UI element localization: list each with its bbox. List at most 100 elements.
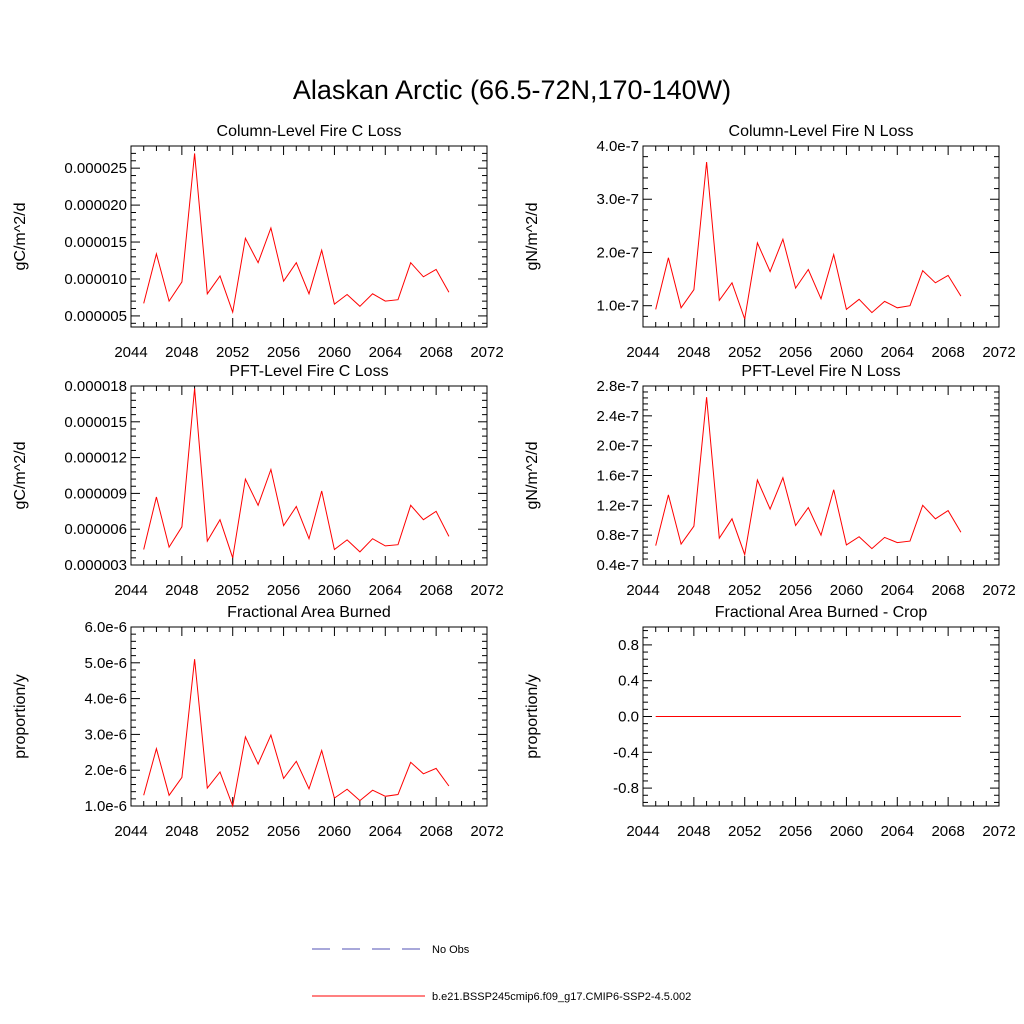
x-tick-label: 2048 xyxy=(677,823,710,840)
y-tick-label: 5.0e-6 xyxy=(84,655,127,672)
plot-frame xyxy=(130,626,488,807)
x-tick-label: 2044 xyxy=(626,344,659,361)
x-tick-label: 2072 xyxy=(982,344,1015,361)
panel-title: PFT-Level Fire N Loss xyxy=(741,363,900,380)
y-tick-label: 2.0e-7 xyxy=(596,244,639,261)
y-tick-label: 1.2e-7 xyxy=(596,497,639,514)
x-tick-label: 2052 xyxy=(728,344,761,361)
x-tick-label: 2056 xyxy=(267,344,300,361)
x-tick-label: 2044 xyxy=(626,582,659,599)
panel-2: Column-Level Fire N Loss gN/m^2/d 2044 2048… xyxy=(524,123,1016,361)
x-tick-label: 2056 xyxy=(779,582,812,599)
plot-frame xyxy=(130,145,488,328)
y-axis-label: gN/m^2/d xyxy=(524,203,541,271)
y-tick-label: 3.0e-6 xyxy=(84,726,127,743)
x-tick-label: 2044 xyxy=(626,823,659,840)
x-tick-label: 2044 xyxy=(114,582,147,599)
y-tick-label: 0.000006 xyxy=(64,521,127,538)
panel-title: PFT-Level Fire C Loss xyxy=(229,363,388,380)
y-tick-label: 1.6e-7 xyxy=(596,468,639,485)
x-tick-label: 2064 xyxy=(369,582,402,599)
y-tick-label: 1.0e-6 xyxy=(84,798,127,815)
x-tick-label: 2072 xyxy=(982,823,1015,840)
y-tick-label: 0.000012 xyxy=(64,450,127,467)
x-tick-label: 2048 xyxy=(165,344,198,361)
y-tick-label: 0.000009 xyxy=(64,485,127,502)
x-tick-label: 2044 xyxy=(114,344,147,361)
x-tick-label: 2048 xyxy=(165,582,198,599)
y-tick-label: 0.4 xyxy=(618,673,639,690)
x-tick-label: 2068 xyxy=(419,582,452,599)
x-tick-label: 2072 xyxy=(982,582,1015,599)
y-tick-label: 0.000018 xyxy=(64,378,127,395)
y-tick-label: 0.4e-7 xyxy=(596,557,639,574)
y-tick-label: 2.8e-7 xyxy=(596,378,639,395)
x-tick-label: 2056 xyxy=(779,823,812,840)
y-tick-label: -0.4 xyxy=(613,744,639,761)
x-tick-label: 2056 xyxy=(267,582,300,599)
y-tick-label: 0.8 xyxy=(618,637,639,654)
y-tick-label: 4.0e-7 xyxy=(596,138,639,155)
y-axis-label: gC/m^2/d xyxy=(12,442,29,510)
series-line xyxy=(143,153,450,315)
legend-label-no-obs: No Obs xyxy=(432,944,470,956)
panel-3: PFT-Level Fire C Loss gC/m^2/d 2044 2048 205… xyxy=(12,363,504,599)
panel-title: Fractional Area Burned - Crop xyxy=(715,604,928,621)
y-tick-label: 0.000015 xyxy=(64,414,127,431)
x-tick-label: 2072 xyxy=(470,823,503,840)
panel-title: Fractional Area Burned xyxy=(227,604,391,621)
y-tick-label: 0.000003 xyxy=(64,557,127,574)
legend-label-model: b.e21.BSSP245cmip6.f09_g17.CMIP6-SSP2-4.… xyxy=(432,991,691,1003)
x-tick-label: 2060 xyxy=(318,344,351,361)
x-tick-label: 2048 xyxy=(677,344,710,361)
series-line xyxy=(655,161,962,320)
y-tick-label: 0.8e-7 xyxy=(596,527,639,544)
y-tick-label: 0.000015 xyxy=(64,234,127,251)
panels: Column-Level Fire C Loss gC/m^2/d 2044 2048… xyxy=(12,123,1016,840)
y-tick-label: 0.000020 xyxy=(64,197,127,214)
plot-frame xyxy=(642,385,1000,566)
y-axis-label: proportion/y xyxy=(524,674,541,759)
x-tick-label: 2044 xyxy=(114,823,147,840)
x-tick-label: 2064 xyxy=(369,344,402,361)
y-tick-label: 0.0 xyxy=(618,709,639,726)
x-tick-label: 2068 xyxy=(931,344,964,361)
x-tick-label: 2060 xyxy=(830,823,863,840)
y-tick-label: 2.4e-7 xyxy=(596,408,639,425)
y-tick-label: 4.0e-6 xyxy=(84,691,127,708)
y-tick-label: -0.8 xyxy=(613,780,639,797)
panel-1: Column-Level Fire C Loss gC/m^2/d 2044 2048… xyxy=(12,123,504,361)
x-tick-label: 2048 xyxy=(677,582,710,599)
x-tick-label: 2052 xyxy=(216,823,249,840)
x-tick-label: 2052 xyxy=(216,344,249,361)
y-tick-label: 3.0e-7 xyxy=(596,191,639,208)
y-tick-label: 1.0e-7 xyxy=(596,298,639,315)
y-tick-label: 2.0e-7 xyxy=(596,438,639,455)
x-tick-label: 2060 xyxy=(318,582,351,599)
legend: No Obs b.e21.BSSP245cmip6.f09_g17.CMIP6-… xyxy=(312,944,691,1003)
x-tick-label: 2060 xyxy=(318,823,351,840)
panel-title: Column-Level Fire C Loss xyxy=(217,123,402,140)
x-tick-label: 2068 xyxy=(931,823,964,840)
x-tick-label: 2064 xyxy=(881,344,914,361)
panel-6: Fractional Area Burned - Crop proportion/… xyxy=(524,604,1016,840)
y-tick-label: 0.000025 xyxy=(64,160,127,177)
y-tick-label: 0.000005 xyxy=(64,308,127,325)
panel-4: PFT-Level Fire N Loss gN/m^2/d 2044 2048 205… xyxy=(524,363,1016,599)
x-tick-label: 2060 xyxy=(830,344,863,361)
x-tick-label: 2068 xyxy=(419,823,452,840)
x-tick-label: 2064 xyxy=(881,582,914,599)
panel-title: Column-Level Fire N Loss xyxy=(729,123,914,140)
x-tick-label: 2072 xyxy=(470,344,503,361)
x-tick-label: 2052 xyxy=(728,823,761,840)
x-tick-label: 2068 xyxy=(931,582,964,599)
series-line xyxy=(143,659,450,808)
panel-5: Fractional Area Burned proportion/y 2044 20… xyxy=(12,604,504,840)
x-tick-label: 2068 xyxy=(419,344,452,361)
x-tick-label: 2056 xyxy=(779,344,812,361)
y-tick-label: 0.000010 xyxy=(64,271,127,288)
series-line xyxy=(655,397,962,557)
x-tick-label: 2052 xyxy=(216,582,249,599)
x-tick-label: 2048 xyxy=(165,823,198,840)
